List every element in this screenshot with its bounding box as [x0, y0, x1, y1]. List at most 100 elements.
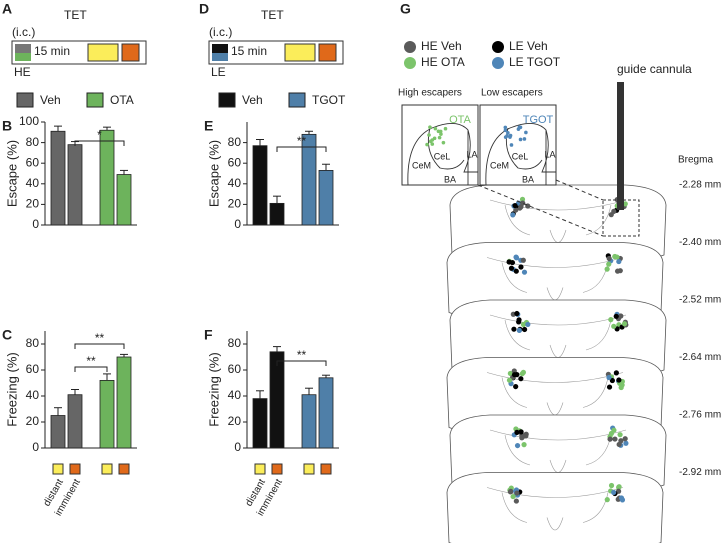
bregma-label: Bregma — [678, 155, 713, 166]
panel-letter: C — [2, 327, 12, 343]
cannula-site — [514, 442, 521, 449]
significance-label: ** — [297, 348, 307, 362]
panel-letter: E — [204, 118, 213, 134]
bar — [301, 394, 317, 449]
y-tick-label: 0 — [32, 217, 39, 231]
bregma-level: -2.52 mm — [679, 295, 721, 306]
inset-site — [441, 140, 446, 145]
cannula-site — [617, 432, 623, 438]
cannula-site — [622, 436, 628, 442]
category-swatch — [254, 463, 266, 475]
cannula-site — [609, 377, 615, 384]
y-tick-label: 60 — [26, 362, 40, 376]
bregma-level: -2.40 mm — [679, 237, 721, 248]
panel-letter: B — [2, 118, 12, 134]
bar — [50, 130, 66, 226]
region-label: CeL — [512, 151, 529, 161]
cannula-site — [614, 254, 620, 260]
cannula-site — [518, 264, 524, 270]
category-swatch — [101, 463, 113, 475]
inset-site — [518, 137, 523, 142]
inset-title: High escapers — [398, 88, 462, 99]
legend-label: OTA — [110, 93, 134, 107]
bregma-level: -2.92 mm — [679, 467, 721, 478]
category-swatch — [69, 463, 81, 475]
inset-site — [522, 137, 527, 141]
cannula-site — [520, 257, 526, 263]
category-swatch — [118, 463, 130, 475]
protocol-title: TET — [64, 8, 87, 22]
legend-label: TGOT — [312, 93, 346, 107]
legend-dot — [404, 41, 416, 53]
y-tick-label: 80 — [26, 135, 40, 149]
region-label: BA — [522, 174, 534, 184]
cannula-site — [514, 490, 520, 496]
y-axis-label: Escape (%) — [206, 140, 221, 207]
bar — [318, 170, 334, 226]
distant-block — [87, 43, 119, 62]
distant-block — [284, 43, 316, 62]
cannula-site — [613, 370, 619, 376]
brain-detail — [486, 487, 624, 531]
cannula-site — [521, 269, 528, 275]
amygdala-outline — [407, 123, 478, 186]
legend-dot — [404, 57, 416, 69]
cannula-site — [510, 212, 516, 218]
protocol-duration: 15 min — [34, 44, 70, 58]
y-axis-label: Freezing (%) — [4, 352, 19, 426]
significance-bracket — [74, 140, 125, 146]
bregma-level: -2.64 mm — [679, 352, 721, 363]
cannula-site — [616, 258, 622, 265]
cannula-site — [618, 495, 625, 501]
cannula-site — [508, 488, 514, 495]
cannula-site — [513, 255, 520, 261]
bar — [318, 377, 334, 449]
cannula-site — [612, 436, 618, 442]
cannula-site — [613, 313, 619, 319]
bar — [99, 379, 115, 449]
y-tick-label: 40 — [228, 388, 242, 402]
cannula-site — [518, 376, 524, 382]
y-tick-label: 0 — [234, 217, 241, 231]
significance-bracket — [74, 343, 125, 349]
imminent-block — [121, 43, 140, 62]
drug-block — [212, 53, 228, 61]
cannula-site — [607, 436, 613, 442]
bar — [269, 202, 285, 226]
y-tick-label: 60 — [228, 155, 242, 169]
inset-site — [428, 125, 432, 130]
cannula-site — [608, 482, 615, 489]
cannula-site — [513, 207, 519, 213]
panel-letter: F — [204, 327, 213, 343]
inset-site — [438, 129, 443, 134]
amygdala-outline — [485, 123, 556, 186]
y-tick-label: 60 — [228, 362, 242, 376]
cannula-site — [617, 268, 623, 274]
cannula-site — [611, 323, 617, 329]
protocol-group: HE — [14, 65, 31, 79]
y-tick-label: 20 — [26, 414, 40, 428]
y-axis-label: Escape (%) — [4, 140, 19, 207]
cannula-site — [513, 383, 519, 390]
cannula-site — [623, 440, 629, 446]
significance-bracket — [74, 366, 108, 372]
cannula-site — [606, 261, 612, 267]
significance-label: ** — [297, 134, 307, 148]
cannula-site — [523, 431, 529, 437]
inset-site — [427, 133, 431, 137]
category-swatch — [271, 463, 283, 475]
legend-swatch — [86, 92, 104, 108]
cannula-site — [606, 255, 612, 262]
cannula-site — [616, 377, 622, 383]
inset-site — [430, 142, 435, 146]
inset-site — [518, 125, 523, 130]
cannula-site — [521, 326, 528, 333]
cannula-site — [513, 268, 519, 274]
cannula-site — [506, 377, 513, 383]
cannula-site — [519, 434, 526, 440]
y-tick-label: 0 — [234, 440, 241, 454]
imminent-block — [318, 43, 337, 62]
panel-letter: D — [199, 1, 209, 17]
y-axis-label: Freezing (%) — [206, 352, 221, 426]
inset-drug: OTA — [449, 114, 471, 126]
